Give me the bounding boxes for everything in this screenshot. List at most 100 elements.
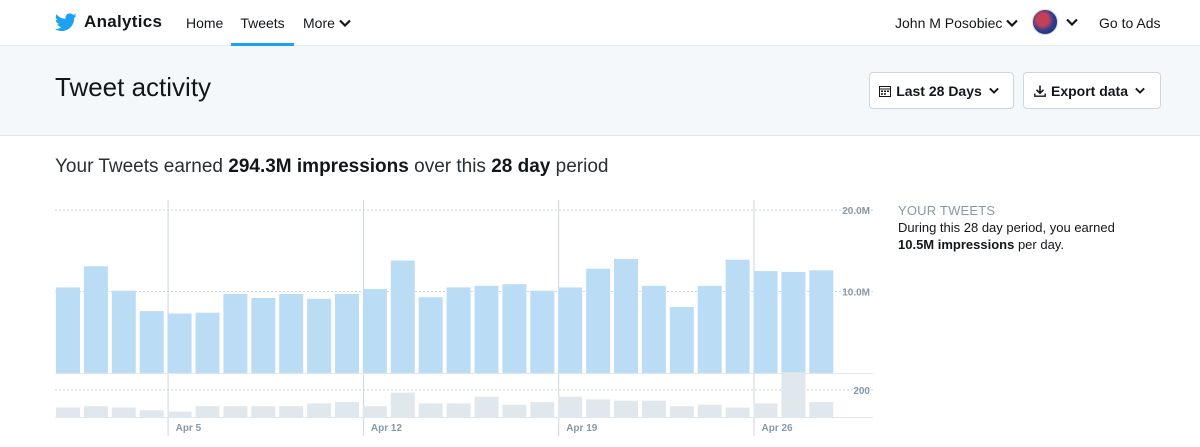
impressions-bar	[83, 266, 108, 373]
tweets-bar	[641, 400, 666, 417]
tweets-bar	[83, 406, 108, 417]
impressions-bar	[111, 290, 136, 373]
impressions-bar	[725, 259, 750, 373]
your-tweets-panel: YOUR TWEETS During this 28 day period, y…	[898, 202, 1138, 253]
summary-prefix: Your Tweets earned	[55, 156, 229, 177]
analytics-home-link[interactable]: Analytics	[55, 12, 162, 32]
your-tweets-title: YOUR TWEETS	[898, 203, 996, 218]
tweets-bar	[474, 396, 499, 417]
tweets-bar	[56, 407, 80, 417]
nav-tweets[interactable]: Tweets	[231, 0, 294, 46]
your-tweets-line1: During this 28 day period, you earned	[898, 220, 1115, 235]
page-title: Tweet activity	[55, 72, 212, 102]
tweets-bar	[697, 404, 722, 417]
your-tweets-line2: 10.5M impressions per day.	[898, 236, 1138, 253]
impressions-summary: Your Tweets earned 294.3M impressions ov…	[55, 156, 608, 178]
summary-middle: over this	[408, 156, 492, 177]
tweets-bar	[725, 407, 750, 417]
page-header: Tweet activity Last 28 Days Export data	[0, 46, 1200, 136]
tweets-bar	[390, 392, 415, 417]
impressions-bar	[669, 306, 694, 373]
nav-home[interactable]: Home	[186, 15, 224, 31]
nav-more-label: More	[303, 15, 335, 31]
nav-more[interactable]: More	[303, 0, 351, 46]
chevron-down-icon	[1135, 87, 1145, 94]
export-data-button[interactable]: Export data	[1023, 72, 1161, 109]
x-tick-label: Apr 12	[371, 423, 403, 434]
tweets-bar	[167, 411, 192, 417]
impressions-bar	[641, 285, 666, 373]
x-tick-label: Apr 26	[762, 423, 794, 434]
tweets-bar	[809, 402, 834, 417]
impressions-bar	[502, 284, 527, 373]
tweets-bar	[139, 410, 164, 417]
impressions-bar	[586, 268, 611, 373]
tweets-bar	[530, 402, 555, 417]
tweets-bar	[223, 406, 248, 417]
chevron-down-icon	[339, 19, 351, 27]
impressions-bar	[753, 271, 778, 373]
impressions-bar	[223, 293, 248, 373]
impressions-tick-label: 10.0M	[842, 288, 870, 299]
tweets-bar	[614, 400, 638, 417]
impressions-bar	[251, 298, 276, 373]
impressions-bar	[781, 271, 806, 373]
download-icon	[1034, 85, 1046, 97]
tweets-bar	[251, 406, 276, 417]
user-menu[interactable]: John M Posobiec	[895, 0, 1019, 46]
calendar-icon	[879, 85, 892, 97]
impressions-bar	[390, 260, 415, 373]
impressions-bar	[614, 258, 638, 373]
tweets-bar	[279, 406, 304, 417]
impressions-bar	[279, 293, 304, 373]
top-navigation-bar: Analytics Home Tweets More John M Posobi…	[0, 0, 1200, 46]
tweets-tick-label: 200	[853, 386, 870, 397]
impressions-bar	[167, 313, 192, 373]
export-data-label: Export data	[1050, 82, 1128, 99]
tweets-bar	[586, 399, 611, 417]
tweet-activity-chart: 10.0M 20.0M 200 Apr 5 Apr 12 Apr 19 Apr 26	[55, 200, 885, 440]
twitter-bird-icon	[55, 12, 77, 31]
tweets-bar	[418, 403, 443, 417]
avatar[interactable]	[1032, 9, 1058, 35]
tweets-bar	[362, 406, 387, 417]
tweets-bar	[335, 402, 359, 417]
x-tick-label: Apr 5	[176, 423, 202, 434]
impressions-bar	[139, 311, 164, 373]
tweets-bar	[446, 403, 471, 417]
tweets-bar	[753, 403, 778, 417]
x-tick-label: Apr 19	[566, 423, 598, 434]
impressions-bar	[697, 285, 722, 373]
impressions-tick-label: 20.0M	[842, 206, 870, 217]
impressions-bar	[362, 289, 387, 373]
per-day-suffix: per day.	[1014, 237, 1064, 252]
impressions-bar	[558, 287, 583, 373]
impressions-bar	[195, 312, 220, 373]
impressions-bar	[530, 290, 555, 373]
chevron-down-icon	[988, 87, 999, 94]
impressions-bar	[418, 297, 443, 373]
tweets-bar	[558, 396, 583, 417]
go-to-ads-link[interactable]: Go to Ads	[1099, 15, 1161, 31]
impressions-bar	[809, 270, 834, 373]
impressions-bar	[335, 293, 359, 373]
tweets-bar	[781, 372, 806, 417]
impressions-bar	[307, 298, 332, 373]
date-range-button[interactable]: Last 28 Days	[869, 72, 1014, 109]
chevron-down-icon	[1006, 19, 1019, 27]
chart-svg: 10.0M 20.0M 200 Apr 5 Apr 12 Apr 19 Apr 26	[55, 200, 873, 436]
chevron-down-icon[interactable]	[1066, 18, 1078, 26]
per-day-impressions: 10.5M impressions	[898, 237, 1015, 252]
user-name: John M Posobiec	[895, 15, 1003, 31]
tweets-bar	[195, 406, 220, 417]
tweets-bar	[307, 403, 332, 417]
tweets-bar	[669, 406, 694, 417]
impressions-bar	[474, 285, 499, 373]
tweets-bar	[502, 404, 527, 417]
summary-impressions: 294.3M impressions	[228, 156, 409, 177]
summary-suffix: period	[550, 156, 609, 177]
impressions-bar	[446, 287, 471, 373]
date-range-label: Last 28 Days	[896, 82, 982, 99]
tweets-bar	[111, 407, 136, 417]
brand-label: Analytics	[84, 12, 163, 31]
